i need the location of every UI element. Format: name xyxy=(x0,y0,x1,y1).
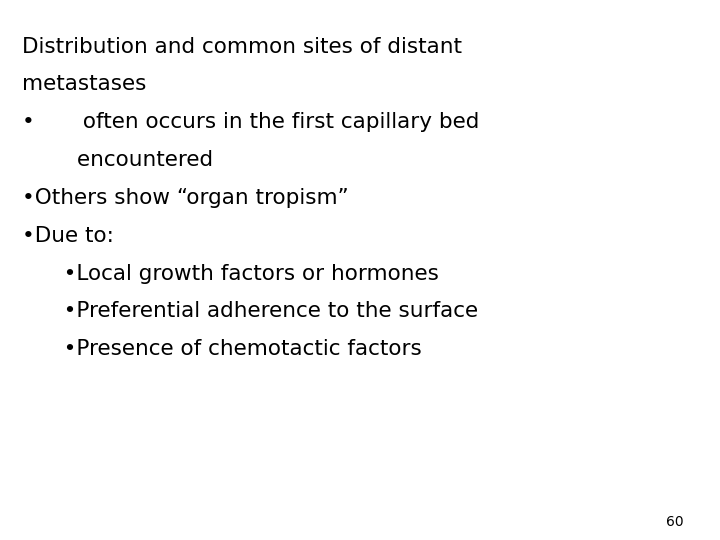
Text: •Presence of chemotactic factors: •Presence of chemotactic factors xyxy=(43,339,422,359)
Text: •Preferential adherence to the surface: •Preferential adherence to the surface xyxy=(43,301,478,321)
Text: 60: 60 xyxy=(667,515,684,529)
Text: metastases: metastases xyxy=(22,75,146,94)
Text: •       often occurs in the first capillary bed: • often occurs in the first capillary be… xyxy=(22,112,479,132)
Text: •Due to:: •Due to: xyxy=(22,226,114,246)
Text: •Local growth factors or hormones: •Local growth factors or hormones xyxy=(43,264,439,284)
Text: •Others show “organ tropism”: •Others show “organ tropism” xyxy=(22,188,348,208)
Text: Distribution and common sites of distant: Distribution and common sites of distant xyxy=(22,37,462,57)
Text: encountered: encountered xyxy=(22,150,212,170)
